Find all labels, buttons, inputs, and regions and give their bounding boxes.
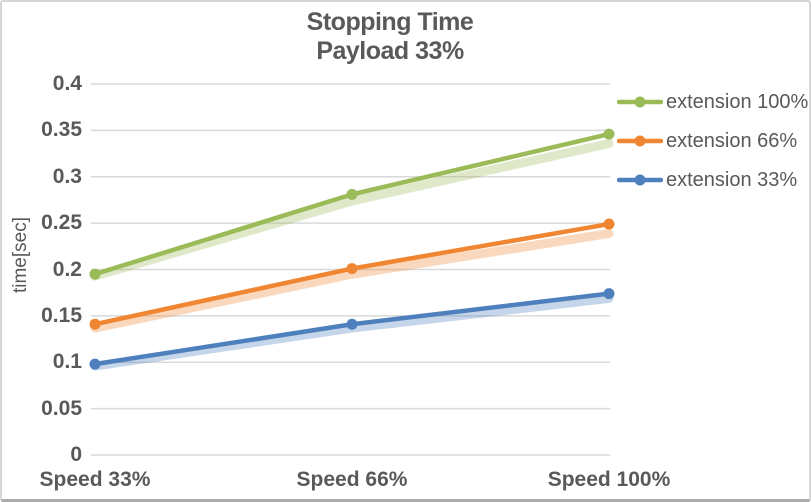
series-echo-line bbox=[90, 139, 614, 281]
legend-item: extension 33% bbox=[617, 166, 808, 194]
data-point-marker bbox=[346, 318, 358, 330]
legend-line-marker-icon bbox=[617, 174, 663, 186]
y-tick-label: 0.25 bbox=[41, 211, 82, 235]
data-point-marker bbox=[89, 268, 101, 280]
legend-label: extension 66% bbox=[666, 129, 798, 152]
y-tick-label: 0.15 bbox=[41, 303, 82, 327]
y-tick-label: 0.1 bbox=[52, 350, 82, 374]
chart-title: Stopping Time Payload 33% bbox=[2, 8, 778, 66]
data-point-marker bbox=[603, 218, 615, 230]
legend-line-marker-icon bbox=[617, 96, 663, 108]
data-point-marker bbox=[346, 188, 358, 200]
data-point-marker bbox=[89, 318, 101, 330]
y-tick-label: 0.2 bbox=[52, 257, 82, 281]
y-tick-label: 0.05 bbox=[41, 396, 82, 420]
data-point-marker bbox=[89, 358, 101, 370]
x-category-label: Speed 66% bbox=[296, 468, 408, 491]
chart-title-line1: Stopping Time bbox=[306, 8, 474, 36]
legend-item: extension 66% bbox=[617, 127, 808, 155]
y-tick-label: 0.35 bbox=[41, 118, 82, 142]
series-echo-line bbox=[90, 228, 614, 333]
legend-item: extension 100% bbox=[617, 88, 808, 116]
x-category-label: Speed 33% bbox=[39, 468, 151, 491]
legend-line-marker-icon bbox=[617, 135, 663, 147]
chart-title-line2: Payload 33% bbox=[316, 37, 464, 65]
y-tick-label: 0.4 bbox=[52, 72, 82, 95]
x-category-label: Speed 100% bbox=[547, 468, 671, 491]
data-point-marker bbox=[603, 128, 615, 140]
legend-label: extension 33% bbox=[666, 168, 798, 191]
y-tick-label: 0.3 bbox=[52, 164, 82, 188]
data-point-marker bbox=[603, 288, 615, 300]
y-tick-label: 0 bbox=[70, 443, 82, 466]
legend-label: extension 100% bbox=[666, 90, 809, 113]
data-point-marker bbox=[346, 263, 358, 275]
chart-legend: extension 100% extension 66% extension 33% bbox=[617, 88, 808, 205]
